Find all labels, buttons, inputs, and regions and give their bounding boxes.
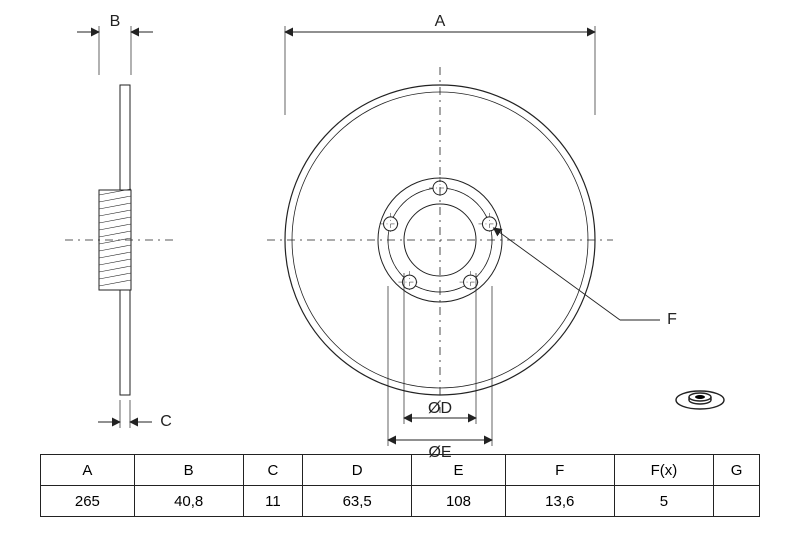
dim-D-label: ØD: [428, 400, 452, 417]
dimension-table: ABCDEFF(x)G 26540,81163,510813,65: [40, 454, 760, 517]
table-cell: 13,6: [505, 486, 614, 517]
table-header: B: [134, 455, 243, 486]
dim-A-label: A: [435, 13, 446, 30]
table-cell: 108: [412, 486, 506, 517]
table-cell: 40,8: [134, 486, 243, 517]
table-header: D: [303, 455, 412, 486]
table-cell: 63,5: [303, 486, 412, 517]
dim-F-label: F: [667, 311, 677, 328]
dim-B-label: B: [110, 13, 121, 30]
table-header: A: [41, 455, 135, 486]
table-header: E: [412, 455, 506, 486]
dim-C-label: C: [160, 413, 172, 430]
table-header: G: [714, 455, 760, 486]
table-cell: [714, 486, 760, 517]
table-header: C: [243, 455, 303, 486]
table-cell: 265: [41, 486, 135, 517]
table-cell: 11: [243, 486, 303, 517]
table-header: F(x): [614, 455, 714, 486]
table-cell: 5: [614, 486, 714, 517]
table-header: F: [505, 455, 614, 486]
